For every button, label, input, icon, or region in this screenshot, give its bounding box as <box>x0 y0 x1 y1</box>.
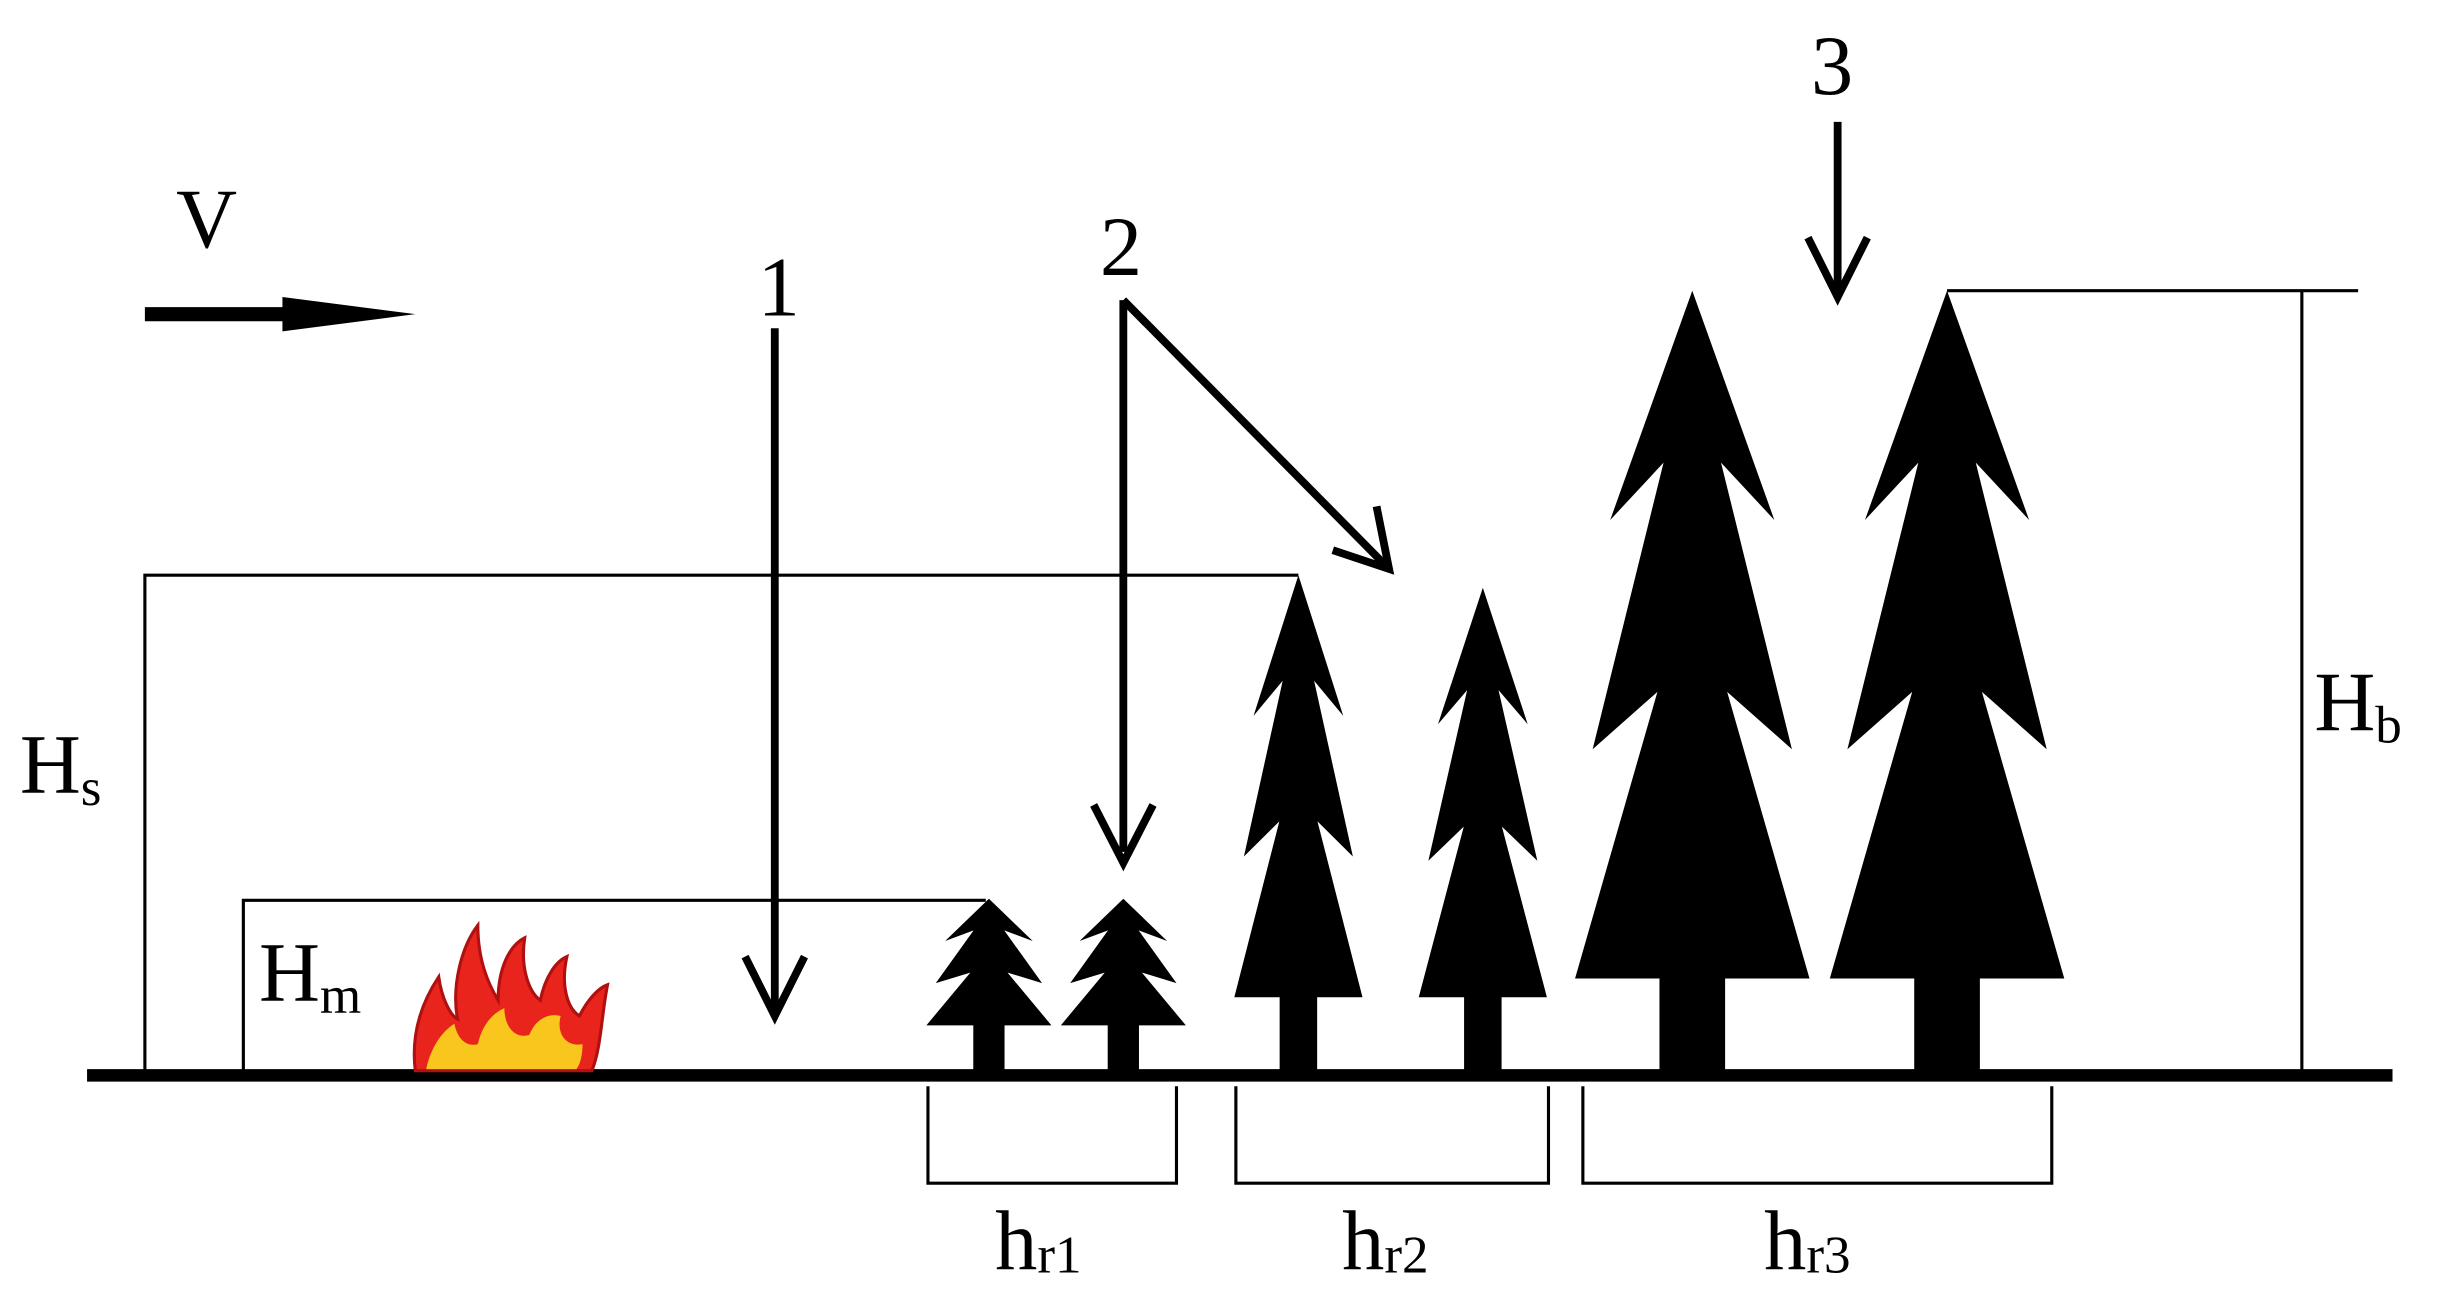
height-label: Hm <box>259 926 361 1025</box>
fire-core <box>426 1008 583 1070</box>
pointer-arrow-head <box>1090 803 1157 872</box>
tree <box>1234 575 1363 1073</box>
width-bracket <box>1581 1086 2054 1185</box>
pointer-arrow-head <box>1804 235 1871 306</box>
height-bracket <box>143 573 1299 1076</box>
wind-label: V <box>176 173 237 266</box>
pointer-arrow <box>1120 297 1389 569</box>
height-bracket <box>241 898 986 1076</box>
width-bracket <box>926 1086 1179 1185</box>
tree <box>1829 290 2065 1073</box>
width-bracket <box>1234 1086 1551 1185</box>
pointer-arrow-head <box>741 954 808 1025</box>
height-label: Hb <box>2314 656 2402 755</box>
pointer-label: 3 <box>1811 20 1853 113</box>
tree <box>926 898 1052 1073</box>
tree <box>1418 587 1547 1073</box>
height-label: Hs <box>20 718 102 817</box>
wind-arrow-head <box>282 296 416 332</box>
pointer-label: 2 <box>1100 201 1142 294</box>
pointer-label: 1 <box>758 242 800 335</box>
trees <box>926 290 2065 1073</box>
width-label: hr2 <box>1342 1195 1428 1288</box>
pointer-arrow-head <box>1331 505 1395 575</box>
width-label: hr1 <box>995 1195 1081 1288</box>
tree <box>1575 290 1810 1073</box>
width-label: hr3 <box>1764 1195 1850 1288</box>
tree <box>1060 898 1186 1073</box>
